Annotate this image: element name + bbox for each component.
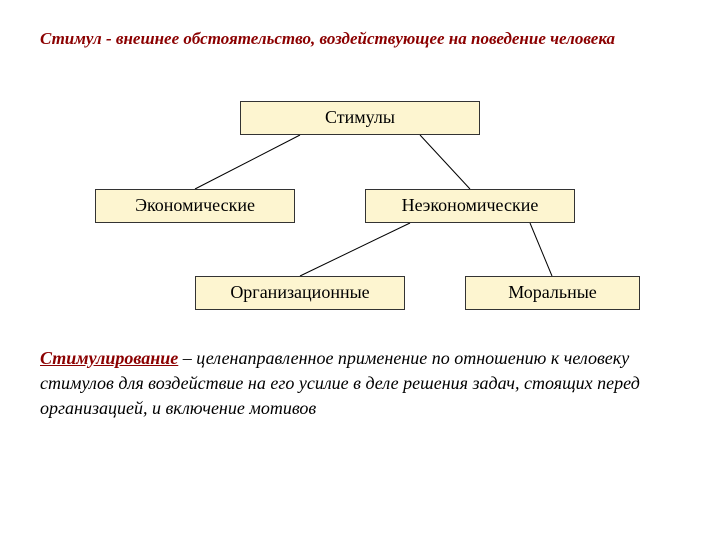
footer-definition: Стимулирование – целенаправленное примен…: [40, 346, 680, 420]
footer-term: Стимулирование: [40, 348, 178, 368]
tree-node-root: Стимулы: [240, 101, 480, 135]
tree-node-nonecon: Неэкономические: [365, 189, 575, 223]
tree-node-moral: Моральные: [465, 276, 640, 310]
tree-node-org: Организационные: [195, 276, 405, 310]
stimulus-tree-diagram: Стимулы Экономические Неэкономические Орган…: [40, 101, 680, 336]
header-definition: Стимул - внешнее обстоятельство, воздейс…: [40, 28, 680, 51]
tree-node-econ: Экономические: [95, 189, 295, 223]
